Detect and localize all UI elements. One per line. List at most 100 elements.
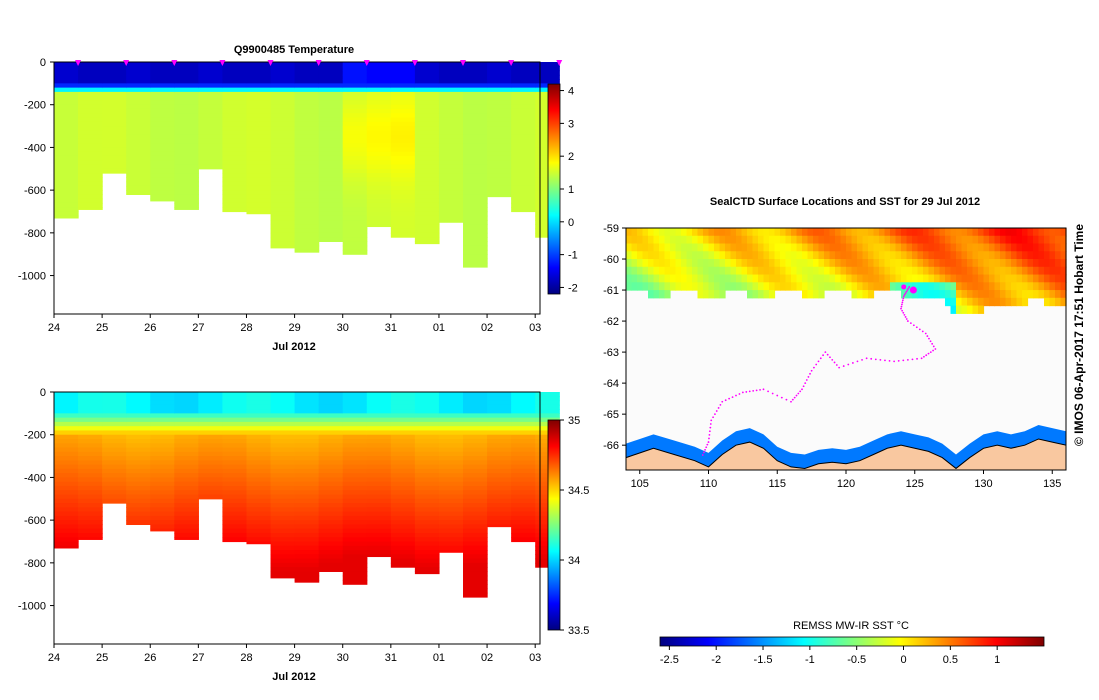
heatmap-cell bbox=[78, 498, 103, 504]
sst-cell bbox=[846, 251, 853, 260]
heatmap-cell bbox=[438, 138, 464, 144]
heatmap-cell bbox=[414, 434, 440, 440]
sst-cell bbox=[972, 274, 979, 283]
heatmap-cell bbox=[270, 567, 296, 572]
heatmap-cell bbox=[511, 70, 536, 76]
sst-cell bbox=[1022, 228, 1029, 237]
sst-cell bbox=[1049, 259, 1056, 268]
heatmap-cell bbox=[54, 143, 79, 149]
heatmap-cell bbox=[294, 579, 320, 583]
heatmap-cell bbox=[294, 392, 320, 397]
map-y-tick-label: -60 bbox=[603, 254, 619, 266]
heatmap-cell bbox=[511, 194, 536, 200]
heatmap-cell bbox=[511, 202, 536, 208]
heatmap-cell bbox=[463, 464, 488, 470]
heatmap-cell bbox=[366, 417, 392, 423]
heatmap-cell bbox=[487, 404, 512, 410]
sst-cell bbox=[890, 228, 897, 237]
heatmap-cell bbox=[487, 494, 512, 500]
sst-cell bbox=[642, 266, 649, 276]
heatmap-cell bbox=[102, 104, 127, 110]
heatmap-cell bbox=[390, 550, 416, 555]
heatmap-cell bbox=[222, 511, 248, 517]
heatmap-cell bbox=[511, 532, 536, 538]
sst-cell bbox=[895, 266, 902, 276]
sst-cell bbox=[752, 282, 759, 291]
heatmap-cell bbox=[318, 168, 344, 174]
sst-cell bbox=[1033, 243, 1040, 252]
heatmap-cell bbox=[366, 490, 392, 496]
heatmap-cell bbox=[78, 392, 103, 397]
heatmap-cell bbox=[102, 83, 127, 89]
heatmap-cell bbox=[294, 104, 320, 110]
sst-cell bbox=[686, 266, 693, 276]
heatmap-cell bbox=[366, 104, 392, 110]
heatmap-cell bbox=[511, 117, 536, 123]
heatmap-cell bbox=[54, 194, 79, 200]
sst-cell bbox=[934, 259, 941, 268]
sst-cell bbox=[653, 235, 660, 245]
heatmap-cell bbox=[222, 451, 248, 457]
sst-cell bbox=[730, 243, 737, 252]
heatmap-cell bbox=[390, 62, 416, 67]
heatmap-cell bbox=[126, 404, 151, 410]
heatmap-cell bbox=[535, 545, 560, 551]
heatmap-cell bbox=[535, 126, 560, 131]
heatmap-cell bbox=[342, 79, 368, 84]
sst-cell bbox=[950, 243, 957, 252]
heatmap-cell bbox=[487, 507, 512, 513]
heatmap-cell bbox=[318, 528, 344, 534]
heatmap-cell bbox=[54, 100, 79, 106]
heatmap-cell bbox=[294, 245, 320, 251]
heatmap-cell bbox=[126, 74, 151, 80]
heatmap-cell bbox=[102, 426, 127, 432]
heatmap-cell bbox=[438, 190, 464, 196]
sst-cell bbox=[857, 243, 864, 252]
sst-cell bbox=[851, 228, 858, 237]
sst-cell bbox=[741, 228, 748, 237]
heatmap-cell bbox=[270, 147, 296, 153]
heatmap-cell bbox=[222, 198, 248, 204]
heatmap-cell bbox=[150, 477, 175, 483]
sst-cell bbox=[840, 251, 847, 260]
heatmap-cell bbox=[535, 74, 560, 80]
sst-cell bbox=[1049, 266, 1056, 276]
heatmap-cell bbox=[487, 194, 512, 198]
sst-cell bbox=[868, 266, 875, 276]
sst-cell bbox=[1016, 235, 1023, 245]
heatmap-cell bbox=[366, 215, 392, 221]
heatmap-cell bbox=[463, 532, 488, 538]
heatmap-cell bbox=[414, 207, 440, 213]
sst-cell bbox=[670, 251, 677, 260]
sst-cell bbox=[796, 266, 803, 276]
heatmap-cell bbox=[222, 413, 248, 419]
heatmap-cell bbox=[414, 237, 440, 242]
sst-cell bbox=[824, 228, 831, 237]
heatmap-cell bbox=[222, 83, 248, 89]
heatmap-cell bbox=[246, 117, 272, 123]
map-y-tick-label: -62 bbox=[603, 316, 619, 328]
sst-cell bbox=[1005, 259, 1012, 268]
colorbar-tick-label: 1 bbox=[568, 184, 574, 196]
heatmap-cell bbox=[174, 194, 199, 200]
sst-cell bbox=[1016, 297, 1023, 307]
heatmap-cell bbox=[318, 181, 344, 187]
sst-cell bbox=[840, 243, 847, 252]
heatmap-cell bbox=[54, 520, 79, 526]
heatmap-cell bbox=[342, 249, 368, 255]
heatmap-cell bbox=[222, 160, 248, 166]
heatmap-cell bbox=[222, 396, 248, 402]
heatmap-cell bbox=[342, 498, 368, 504]
heatmap-cell bbox=[174, 74, 199, 80]
sst-cell bbox=[752, 243, 759, 252]
heatmap-cell bbox=[366, 434, 392, 440]
sst-cell bbox=[785, 243, 792, 252]
heatmap-cell bbox=[535, 456, 560, 461]
heatmap-cell bbox=[487, 434, 512, 440]
heatmap-cell bbox=[150, 104, 175, 110]
sst-cell bbox=[983, 251, 990, 260]
heatmap-cell bbox=[294, 567, 320, 572]
sst-cell bbox=[851, 251, 858, 260]
heatmap-cell bbox=[535, 160, 560, 166]
heatmap-cell bbox=[511, 426, 536, 432]
